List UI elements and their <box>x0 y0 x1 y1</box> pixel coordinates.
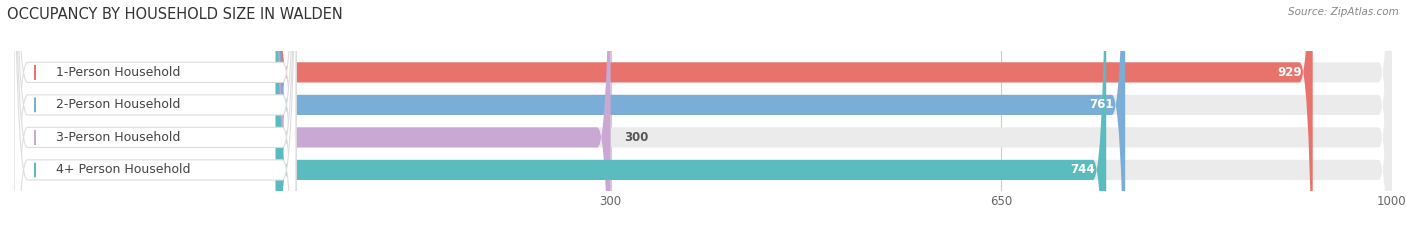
FancyBboxPatch shape <box>14 0 295 233</box>
FancyBboxPatch shape <box>276 0 610 233</box>
Text: 300: 300 <box>624 131 648 144</box>
Text: 2-Person Household: 2-Person Household <box>56 98 180 111</box>
FancyBboxPatch shape <box>276 0 1107 233</box>
FancyBboxPatch shape <box>14 0 295 233</box>
Text: 1-Person Household: 1-Person Household <box>56 66 180 79</box>
FancyBboxPatch shape <box>276 0 1392 233</box>
Text: 761: 761 <box>1090 98 1114 111</box>
Text: 3-Person Household: 3-Person Household <box>56 131 180 144</box>
FancyBboxPatch shape <box>276 0 1392 233</box>
FancyBboxPatch shape <box>276 0 1125 233</box>
Text: OCCUPANCY BY HOUSEHOLD SIZE IN WALDEN: OCCUPANCY BY HOUSEHOLD SIZE IN WALDEN <box>7 7 343 22</box>
Text: 929: 929 <box>1277 66 1302 79</box>
FancyBboxPatch shape <box>14 0 295 233</box>
Text: 4+ Person Household: 4+ Person Household <box>56 163 190 176</box>
FancyBboxPatch shape <box>276 0 1392 233</box>
FancyBboxPatch shape <box>14 0 295 233</box>
Text: 744: 744 <box>1070 163 1095 176</box>
FancyBboxPatch shape <box>276 0 1392 233</box>
Text: Source: ZipAtlas.com: Source: ZipAtlas.com <box>1288 7 1399 17</box>
FancyBboxPatch shape <box>276 0 1313 233</box>
